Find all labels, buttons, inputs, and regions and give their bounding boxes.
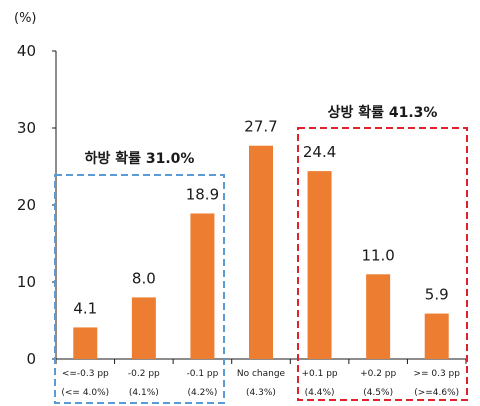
group-label: 하방 확률 31.0%: [85, 150, 195, 167]
y-tick-label: 20: [17, 196, 36, 214]
x-tick-sublabel: (4.3%): [246, 388, 276, 398]
x-tick-sublabel: (4.1%): [129, 388, 159, 398]
bar: [307, 171, 332, 359]
group-label: 상방 확률 41.3%: [328, 104, 438, 121]
y-tick-label: 30: [17, 119, 36, 137]
x-tick-label: <=-0.3 pp: [62, 369, 109, 379]
x-tick-label: >= 0.3 pp: [413, 369, 460, 379]
bar: [131, 297, 156, 359]
y-tick-label: 0: [26, 350, 36, 368]
x-tick-label: -0.1 pp: [186, 369, 218, 379]
x-tick-sublabel: (<= 4.0%): [61, 388, 109, 398]
x-tick-sublabel: (4.5%): [363, 388, 393, 398]
x-tick-label: +0.2 pp: [360, 369, 396, 379]
data-label: 27.7: [244, 118, 277, 136]
axes: 0 10 20 30 40: [17, 42, 467, 368]
y-tick-label: 40: [17, 42, 36, 60]
data-label: 18.9: [186, 185, 219, 203]
x-tick-label: +0.1 pp: [302, 369, 338, 379]
bar: [73, 327, 98, 359]
bar: [190, 213, 215, 359]
bar: [249, 145, 273, 359]
y-unit-label: (%): [14, 11, 37, 26]
labels: 4.1 <=-0.3 pp (<= 4.0%) 8.0 -0.2 pp (4.1%) 18.…: [61, 104, 460, 398]
bar: [424, 313, 449, 359]
x-tick-sublabel: (4.2%): [187, 388, 217, 398]
bars: [73, 145, 449, 359]
x-tick-sublabel: (4.4%): [305, 388, 335, 398]
x-tick-label: No change: [237, 369, 286, 379]
bar: [366, 274, 391, 359]
data-label: 8.0: [132, 269, 156, 287]
x-tick-sublabel: (>=4.6%): [414, 388, 459, 398]
data-label: 4.1: [73, 299, 97, 317]
data-label: 5.9: [425, 286, 449, 304]
data-label: 24.4: [303, 143, 336, 161]
data-label: 11.0: [361, 246, 394, 264]
y-tick-label: 10: [17, 273, 36, 291]
x-tick-label: -0.2 pp: [128, 369, 160, 379]
